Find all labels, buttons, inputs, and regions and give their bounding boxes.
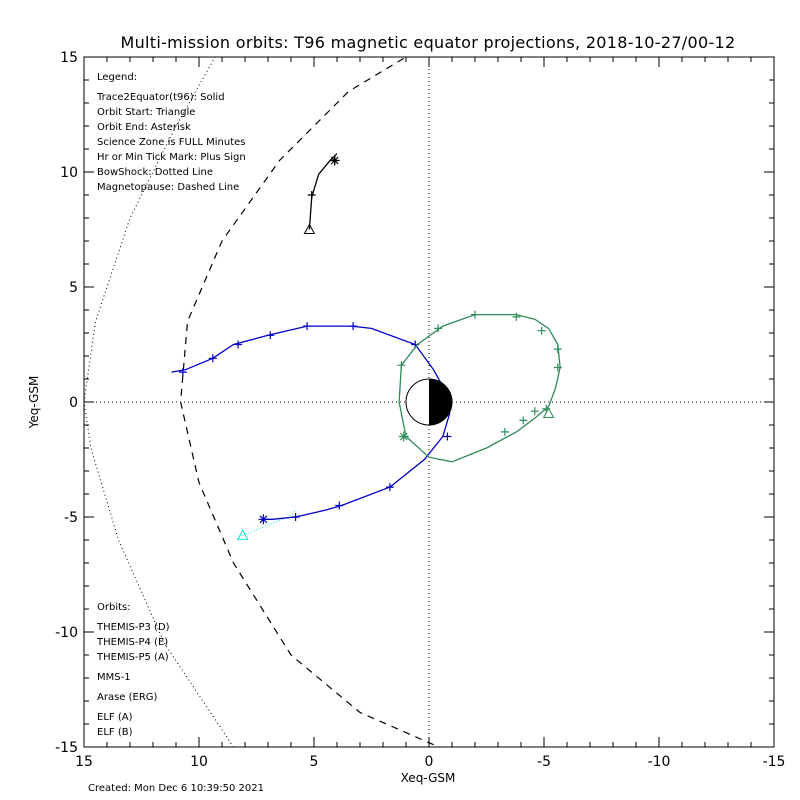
orbit-path: [242, 509, 296, 536]
tick-plus-marker: [307, 191, 316, 199]
x-tick-label: -5: [537, 754, 551, 770]
orbit-legend-entry: THEMIS-P5 (A): [96, 652, 169, 663]
tick-plus-marker: [234, 340, 243, 349]
orbit-start-marker: [542, 407, 555, 418]
orbit-end-marker: [398, 431, 409, 442]
tick-plus-marker: [335, 501, 344, 510]
tick-plus-marker: [178, 368, 187, 377]
y-tick-label: -10: [55, 625, 78, 641]
created-timestamp: Created: Mon Dec 6 10:39:50 2021: [88, 783, 264, 794]
legend-entry: Orbit Start: Triangle: [97, 107, 195, 118]
legend-entry: Trace2Equator(t96): Solid: [96, 92, 225, 103]
tick-plus-marker: [512, 312, 521, 321]
orbit-themis-p3-d: [236, 509, 296, 540]
tick-plus-marker: [537, 326, 546, 335]
y-tick-label: 0: [69, 395, 78, 411]
orbit-legend-entry: THEMIS-P3 (D): [96, 622, 170, 633]
x-tick-label: 15: [75, 754, 93, 770]
orbit-end-marker: [258, 514, 269, 525]
tick-plus-marker: [553, 345, 562, 354]
orbit-path: [308, 153, 338, 230]
legend-entry: Science Zone is FULL Minutes: [97, 137, 246, 148]
orbit-legend-entry: Arase (ERG): [97, 692, 158, 703]
legend-entry: Orbit End: Asterisk: [97, 122, 191, 133]
tick-plus-marker: [291, 513, 300, 521]
x-tick-label: -15: [763, 754, 786, 770]
x-axis-label: Xeq-GSM: [401, 771, 456, 785]
y-tick-label: 15: [60, 50, 78, 66]
tick-plus-marker: [397, 361, 406, 370]
tick-plus-marker: [303, 322, 312, 331]
tick-plus-marker: [553, 363, 562, 372]
tick-plus-marker: [208, 354, 217, 363]
tick-plus-marker: [266, 331, 275, 340]
orbits-title: Orbits:: [97, 602, 131, 613]
y-tick-label: -15: [55, 740, 78, 756]
legend-entry: Magnetopause: Dashed Line: [97, 182, 239, 193]
orbit-legend-entry: THEMIS-P4 (E): [96, 637, 168, 648]
x-tick-label: 5: [310, 754, 319, 770]
y-axis-label: Yeq-GSM: [27, 376, 41, 430]
legend: Legend: Trace2Equator(t96): Solid Orbit St…: [96, 72, 246, 193]
orbit-path: [398, 313, 561, 463]
bowshock-line: [83, 56, 234, 748]
tick-plus-marker: [349, 322, 358, 331]
y-tick-label: 5: [69, 280, 78, 296]
tick-plus-marker: [500, 427, 509, 436]
orbit-themis-p4-e: [171, 322, 452, 525]
orbit-legend-entry: MMS-1: [97, 672, 131, 683]
legend-entry: BowShock: Dotted Line: [97, 167, 213, 178]
x-tick-label: -10: [648, 754, 671, 770]
boundaries: [83, 56, 434, 748]
x-tick-label: 0: [425, 754, 434, 770]
orbit-start-marker: [236, 529, 249, 540]
y-tick-label: -5: [64, 510, 78, 526]
orbit-start-marker: [303, 223, 316, 234]
tick-plus-marker: [519, 416, 528, 425]
tick-plus-marker: [443, 432, 452, 441]
orbit-end-marker: [329, 155, 340, 166]
tick-plus-marker: [530, 407, 539, 416]
orbits: [171, 153, 562, 540]
legend-title: Legend:: [97, 72, 137, 83]
orbit-mms-1: [303, 153, 340, 234]
earth-night-side: [429, 379, 452, 425]
earth: [405, 378, 453, 426]
tick-plus-marker: [434, 324, 443, 333]
chart-title: Multi-mission orbits: T96 magnetic equat…: [120, 33, 735, 52]
orbit-legend-entry: ELF (B): [97, 727, 133, 738]
legend-entry: Hr or Min Tick Mark: Plus Sign: [97, 152, 246, 163]
tick-plus-marker: [471, 310, 479, 319]
orbit-legend: Orbits: THEMIS-P3 (D) THEMIS-P4 (E) THEMIS-…: [96, 602, 170, 738]
orbit-path: [171, 325, 451, 520]
magnetopause-line: [179, 56, 434, 746]
y-tick-label: 10: [60, 165, 78, 181]
x-tick-label: 10: [190, 754, 208, 770]
orbit-legend-entry: ELF (A): [97, 712, 133, 723]
tick-plus-marker: [385, 483, 394, 492]
orbit-arase-erg: [397, 310, 562, 463]
